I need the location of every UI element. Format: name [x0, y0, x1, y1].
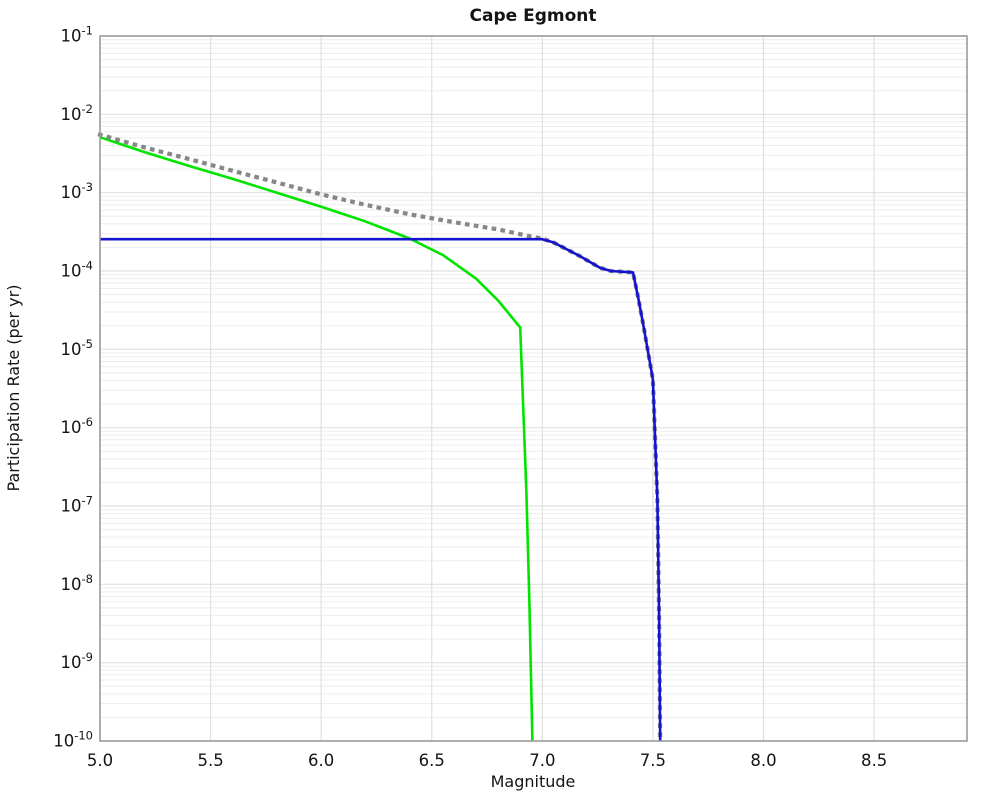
- y-tick-label: 10-4: [61, 259, 93, 281]
- x-tick-label: 7.5: [640, 751, 666, 770]
- x-tick-label: 7.0: [529, 751, 555, 770]
- plot-border: [99, 35, 968, 742]
- chart-title: Cape Egmont: [470, 6, 597, 26]
- x-tick-label: 5.0: [87, 751, 113, 770]
- x-tick-label: 5.5: [197, 751, 223, 770]
- x-axis-label: Magnitude: [491, 772, 576, 791]
- series-blue-curve: [100, 237, 662, 742]
- series-gray-dotted-curve: [97, 132, 663, 744]
- x-tick-label: 6.5: [419, 751, 445, 770]
- grid-layer: [99, 35, 967, 742]
- x-tick-label: 8.5: [861, 751, 887, 770]
- y-tick-label: 10-3: [61, 180, 93, 202]
- y-axis-label: Participation Rate (per yr): [4, 285, 23, 492]
- y-tick-label: 10-10: [53, 729, 93, 751]
- y-tick-label: 10-2: [61, 102, 93, 124]
- y-tick-label: 10-7: [61, 494, 93, 516]
- y-tick-label: 10-6: [61, 415, 93, 437]
- x-tick-label: 6.0: [308, 751, 334, 770]
- y-tick-label: 10-8: [61, 572, 93, 594]
- y-tick-label: 10-9: [61, 650, 93, 672]
- series-layer: [97, 132, 663, 744]
- series-green-curve: [99, 135, 534, 742]
- tick-layer: 5.0 5.5 6.0 6.5 7.0 7.5 8.0 8.5 10-1 10-2 10-3 10-4…: [53, 24, 887, 771]
- x-tick-label: 8.0: [750, 751, 776, 770]
- y-tick-label: 10-5: [61, 337, 93, 359]
- y-tick-label: 10-1: [61, 24, 93, 46]
